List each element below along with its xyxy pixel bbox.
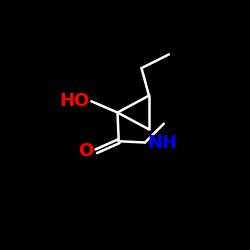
Text: HO: HO xyxy=(60,92,90,110)
Text: O: O xyxy=(78,142,93,160)
Text: NH: NH xyxy=(147,134,177,152)
